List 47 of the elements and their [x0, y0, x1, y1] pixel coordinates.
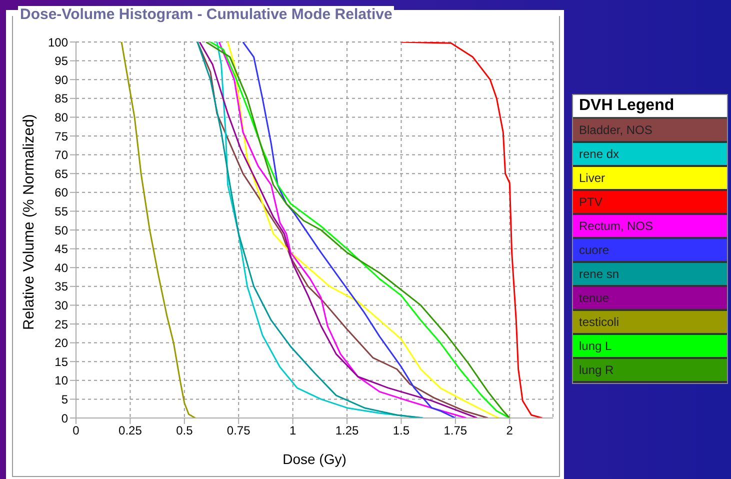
y-tick-label: 10 — [54, 374, 68, 388]
x-axis-title: Dose (Gy) — [282, 451, 346, 467]
y-tick-label: 40 — [54, 260, 68, 275]
x-tick-label: 0 — [72, 424, 80, 438]
x-tick-label: 1.25 — [335, 424, 360, 438]
text: Liver — [573, 167, 727, 191]
line-series — [120, 42, 196, 418]
text: lung L — [573, 335, 727, 359]
chart-title: Dose-Volume Histogram - Cumulative Mode Relative — [18, 6, 394, 23]
y-tick-label: 25 — [54, 317, 68, 332]
y-tick-label: 50 — [54, 223, 68, 238]
y-tick-label: 0 — [61, 411, 68, 426]
y-axis-title: Relative Volume (% Normalized) — [20, 114, 38, 330]
text: rene dx — [573, 143, 727, 167]
y-tick-label: 100 — [48, 35, 68, 50]
y-tick-label: 80 — [54, 110, 68, 124]
x-tick-label: 0.25 — [118, 424, 142, 438]
y-tick-label: 70 — [54, 148, 68, 162]
y-tick-label: 5 — [61, 392, 68, 406]
y-tick-label: 45 — [54, 242, 68, 256]
text: tenue — [573, 287, 727, 311]
y-tick-label: 30 — [54, 298, 68, 312]
text: cuore — [573, 239, 727, 263]
y-tick-label: 20 — [54, 336, 68, 350]
y-tick-label: 15 — [54, 354, 68, 369]
legend-title: DVH Legend — [573, 95, 727, 119]
text: rene sn — [573, 263, 727, 287]
text: lung R — [573, 359, 727, 383]
x-tick-label: 1.75 — [444, 424, 468, 438]
x-tick-label: 0.5 — [176, 424, 194, 438]
y-tick-label: 95 — [54, 54, 68, 68]
y-tick-label: 60 — [54, 186, 68, 200]
y-tick-label: 90 — [54, 72, 68, 87]
x-tick-label: 2 — [506, 424, 514, 438]
text: testicoli — [573, 311, 727, 335]
text: Rectum, NOS — [573, 215, 727, 239]
y-tick-label: 55 — [54, 204, 68, 218]
line-series — [400, 42, 543, 418]
y-tick-label: 35 — [54, 280, 68, 294]
y-tick-label: 85 — [54, 92, 68, 106]
x-tick-label: 1 — [289, 424, 296, 438]
x-tick-label: 0.75 — [226, 424, 251, 438]
text: PTV — [573, 191, 727, 215]
x-tick-label: 1.5 — [392, 424, 410, 438]
y-tick-label: 75 — [54, 129, 68, 144]
text: Bladder, NOS — [573, 119, 727, 143]
y-tick-label: 65 — [54, 166, 68, 181]
